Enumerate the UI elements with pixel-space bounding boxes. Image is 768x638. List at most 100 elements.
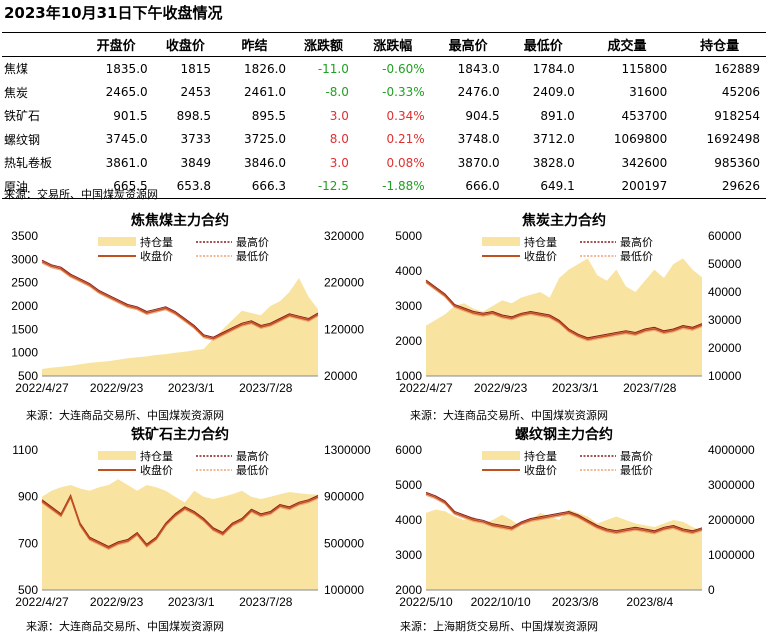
- table-cell-open: 2465.0: [105, 85, 148, 100]
- y-tick-label: 700: [18, 536, 38, 550]
- legend-swatch-oi: [98, 451, 136, 460]
- table-cell-name: 铁矿石: [4, 109, 41, 124]
- x-tick-label: 2023/7/28: [623, 381, 677, 395]
- y2-tick-label: 60000: [708, 229, 742, 243]
- legend-label: 持仓量: [524, 449, 557, 463]
- table-cell-vol: 453700: [621, 108, 668, 123]
- table-cell-close: 2453: [180, 85, 211, 100]
- y2-tick-label: 0: [708, 583, 715, 597]
- low-line: [425, 282, 703, 342]
- y2-tick-label: 20000: [708, 341, 742, 355]
- legend-label: 最高价: [236, 449, 269, 463]
- y-tick-label: 1500: [11, 322, 38, 336]
- table-header-cell: 收盘价: [153, 32, 217, 57]
- chart-title: 炼焦煤主力合约: [131, 212, 229, 229]
- table-cell-open: 3745.0: [105, 132, 148, 147]
- chart-source: 来源：大连商品交易所、中国煤炭资源网: [26, 620, 224, 633]
- chart-title: 螺纹钢主力合约: [515, 426, 613, 443]
- x-tick-label: 2022/9/23: [90, 381, 144, 395]
- legend-swatch-oi: [98, 237, 136, 246]
- table-cell-pct: -0.33%: [382, 85, 425, 100]
- x-tick-label: 2022/4/27: [15, 595, 69, 609]
- y2-tick-label: 220000: [324, 276, 364, 290]
- table-header-cell: [2, 32, 79, 57]
- table-cell-low: 3828.0: [532, 155, 575, 170]
- x-tick-label: 2023/3/1: [168, 381, 215, 395]
- x-tick-label: 2023/7/28: [239, 595, 293, 609]
- table-header-cell: 持仓量: [673, 32, 766, 57]
- x-tick-label: 2022/9/23: [474, 381, 528, 395]
- table-cell-chg: 3.0: [329, 155, 349, 170]
- table-cell-oi: 162889: [714, 61, 760, 76]
- y-tick-label: 2500: [11, 276, 38, 290]
- table-header-cell: 开盘价: [78, 32, 154, 57]
- table-cell-open: 665.5: [78, 174, 154, 199]
- table-cell-oi: 918254: [714, 108, 760, 123]
- table-row: 焦炭 2465.0 2453 2461.0 -8.0 -0.33% 2476.0 2409.0…: [2, 81, 766, 105]
- legend-label: 收盘价: [524, 463, 557, 477]
- table-cell-close: 3849: [180, 155, 211, 170]
- table-cell-name: 螺纹钢: [4, 132, 41, 147]
- table-header-cell: 昨结: [217, 32, 293, 57]
- table-cell-open: 901.5: [113, 108, 148, 123]
- chart-svg-rebar: 螺纹钢主力合约 2000 3000 4000 5000 6000 0 1000000 20000…: [395, 426, 755, 609]
- table-header-cell: 涨跌额: [292, 32, 355, 57]
- table-cell-settle: 2461.0: [244, 85, 287, 100]
- oi-area: [42, 278, 318, 376]
- table-cell-settle: 3846.0: [244, 155, 287, 170]
- table-cell-name: 焦炭: [4, 85, 29, 100]
- table-header-row: 开盘价 收盘价 昨结 涨跌额 涨跌幅 最高价 最低价 成交量 持仓量: [2, 32, 766, 57]
- table-cell-oi: 45206: [721, 85, 760, 100]
- y-tick-label: 5000: [395, 478, 422, 492]
- y-tick-label: 3000: [11, 252, 38, 266]
- legend-swatch-oi: [482, 237, 520, 246]
- table-cell-open: 3861.0: [105, 155, 148, 170]
- close-line: [425, 493, 703, 534]
- y-tick-label: 500: [18, 369, 38, 383]
- table-cell-open: 1835.0: [105, 61, 148, 76]
- table-cell-low: 891.0: [540, 108, 575, 123]
- table-cell-pct: -1.88%: [354, 174, 431, 199]
- x-tick-label: 2023/7/28: [239, 381, 293, 395]
- table-header-cell: 涨跌幅: [354, 32, 431, 57]
- chart-source: 来源：大连商品交易所、中国煤炭资源网: [26, 409, 224, 422]
- legend-label: 持仓量: [140, 235, 173, 249]
- table-cell-oi: 1692498: [706, 132, 760, 147]
- y2-tick-label: 20000: [324, 369, 358, 383]
- table-cell-high: 3870.0: [457, 155, 500, 170]
- high-line: [425, 279, 703, 339]
- y-tick-label: 2000: [395, 334, 422, 348]
- x-tick-label: 2022/4/27: [399, 381, 453, 395]
- legend-label: 收盘价: [140, 249, 173, 263]
- legend-label: 最低价: [620, 250, 653, 263]
- y2-tick-label: 40000: [708, 285, 742, 299]
- y2-tick-label: 30000: [708, 313, 742, 327]
- oi-area: [42, 479, 318, 590]
- legend-label: 最低价: [236, 464, 269, 477]
- table-cell-settle: 1826.0: [244, 61, 287, 76]
- x-tick-label: 2022/5/10: [399, 595, 453, 609]
- low-line: [41, 262, 319, 341]
- table-cell-close: 1815: [180, 61, 211, 76]
- table-cell-vol: 200197: [580, 174, 674, 199]
- y-tick-label: 3000: [395, 299, 422, 313]
- table-cell-vol: 31600: [629, 85, 668, 100]
- legend-label: 持仓量: [140, 449, 173, 463]
- table-cell-oi: 985360: [714, 155, 760, 170]
- legend-label: 最低价: [620, 464, 653, 477]
- high-line: [425, 491, 703, 532]
- table-cell-settle: 666.3: [217, 174, 293, 199]
- y2-tick-label: 4000000: [708, 443, 755, 457]
- x-tick-label: 2023/3/8: [552, 595, 599, 609]
- legend-swatch-oi: [482, 451, 520, 460]
- x-tick-label: 2022/9/23: [90, 595, 144, 609]
- legend-label: 最低价: [236, 250, 269, 263]
- close-line: [41, 494, 319, 549]
- table-body: 焦煤 1835.0 1815 1826.0 -11.0 -0.60% 1843.0 1784.…: [2, 57, 766, 199]
- y-tick-label: 2000: [11, 299, 38, 313]
- y-tick-label: 6000: [395, 443, 422, 457]
- table-cell-chg: 3.0: [329, 108, 349, 123]
- y-tick-label: 500: [18, 583, 38, 597]
- chart-iron-ore: 铁矿石主力合约 500 700 900 1100 100000 500000 900000 13…: [0, 424, 384, 638]
- table-cell-settle: 895.5: [251, 108, 287, 123]
